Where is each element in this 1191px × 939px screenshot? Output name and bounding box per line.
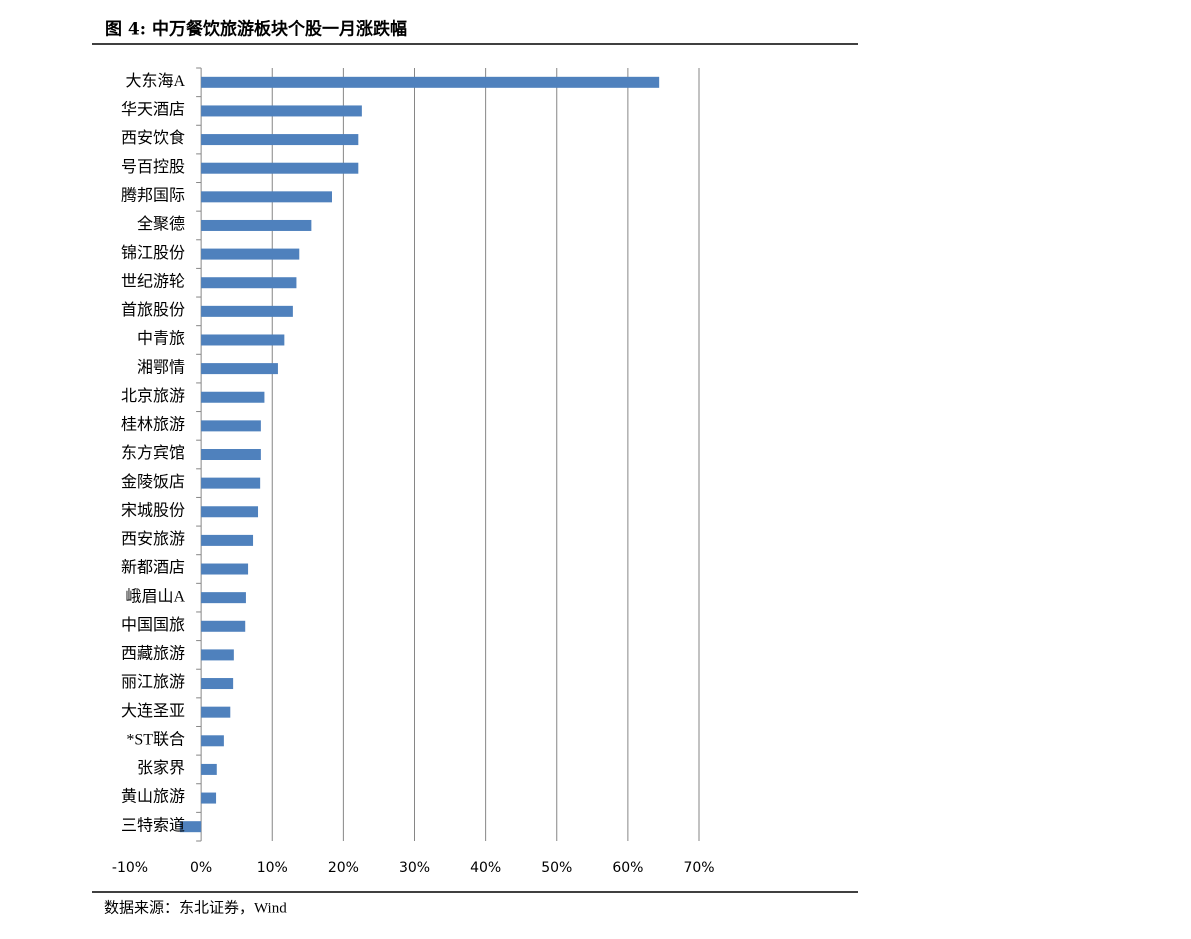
bar: [201, 649, 234, 661]
y-tick-label: *ST联合: [126, 730, 185, 748]
y-tick-label: 丽江旅游: [121, 673, 185, 691]
x-tick-label: -10%: [112, 860, 148, 876]
x-tick-label: 60%: [612, 860, 643, 876]
bar: [201, 420, 261, 432]
y-tick-label: 三特索道: [121, 816, 185, 834]
y-tick-label: 华天酒店: [121, 101, 185, 119]
y-tick-label: 东方宾馆: [121, 444, 185, 462]
y-tick-label: 张家界: [137, 759, 185, 777]
bar: [179, 821, 202, 833]
bar: [201, 706, 231, 718]
x-tick-label: 30%: [399, 860, 430, 876]
bar: [201, 592, 246, 604]
bar: [201, 134, 359, 146]
y-tick-label: 大东海A: [125, 72, 185, 90]
y-tick-label: 腾邦国际: [121, 187, 185, 205]
y-tick-label: 全聚德: [137, 215, 185, 233]
y-tick-label: 峨眉山A: [125, 587, 185, 605]
bar: [201, 334, 285, 346]
y-tick-label: 湘鄂情: [137, 358, 185, 376]
y-tick-label: 北京旅游: [121, 387, 185, 405]
x-tick-label: 70%: [683, 860, 714, 876]
y-tick-label: 锦江股份: [121, 244, 185, 262]
chart-title: 图 4: 中万餐饮旅游板块个股一月涨跌幅: [105, 19, 407, 40]
y-tick-label: 中青旅: [137, 330, 185, 348]
bar: [201, 563, 249, 575]
y-tick-label: 西安饮食: [121, 129, 185, 147]
bar: [201, 449, 261, 460]
x-tick-label: 0%: [190, 860, 212, 876]
bar: [201, 277, 297, 289]
bar: [201, 76, 660, 88]
y-tick-label: 西藏旅游: [121, 645, 185, 663]
bar: [201, 105, 362, 117]
bar: [201, 735, 224, 747]
bar: [201, 363, 278, 375]
bar: [201, 506, 259, 518]
bar: [201, 678, 234, 690]
x-tick-label: 20%: [328, 860, 359, 876]
bar: [201, 162, 359, 174]
y-tick-label: 桂林旅游: [121, 416, 185, 434]
bar: [201, 191, 332, 203]
y-tick-label: 号百控股: [121, 158, 185, 176]
bar: [201, 477, 261, 489]
x-tick-label: 40%: [470, 860, 501, 876]
y-tick-label: 大连圣亚: [121, 702, 185, 720]
y-tick-label: 西安旅游: [121, 530, 185, 548]
bar: [201, 391, 265, 403]
y-tick-label: 新都酒店: [121, 559, 185, 577]
bar: [201, 248, 300, 260]
bar: [201, 534, 254, 546]
x-tick-label: 50%: [541, 860, 572, 876]
source: 数据来源：东北证券，Wind: [104, 899, 287, 916]
bar: [201, 305, 293, 317]
bar: [201, 792, 217, 804]
y-tick-label: 宋城股份: [121, 501, 185, 519]
bar: [201, 620, 246, 632]
y-tick-label: 首旅股份: [121, 301, 185, 319]
y-tick-label: 黄山旅游: [121, 788, 185, 806]
bar: [201, 219, 312, 231]
y-tick-label: 中国国旅: [121, 616, 185, 634]
x-tick-label: 10%: [257, 860, 288, 876]
y-tick-label: 金陵饭店: [121, 473, 185, 491]
y-tick-label: 世纪游轮: [121, 272, 185, 290]
bar: [201, 763, 217, 775]
